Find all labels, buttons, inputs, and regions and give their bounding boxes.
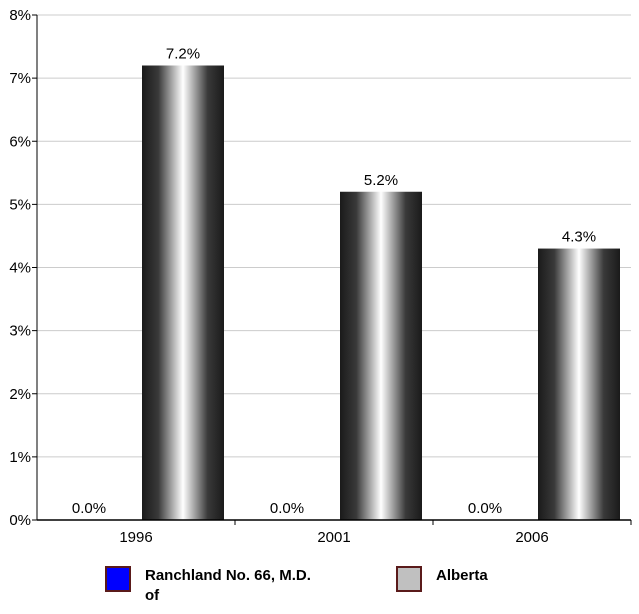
y-tick-label: 3% — [9, 323, 31, 340]
bar-chart: 0% 1% 2% 3% 4% 5% 6% 7% 8% 1996 0.0% 7.2% 2001 0.0% 5.… — [9, 7, 632, 546]
y-tick-label: 0% — [9, 512, 31, 529]
bar — [142, 65, 224, 520]
axes — [32, 14, 632, 525]
legend-label-alberta: Alberta — [436, 567, 488, 584]
y-tick-label: 8% — [9, 7, 31, 24]
legend-item-ranchland: Ranchland No. 66, M.D. of — [105, 566, 315, 606]
data-label: 4.3% — [562, 229, 596, 246]
gridlines — [37, 14, 631, 458]
x-tick-label: 1996 — [119, 529, 152, 546]
legend-swatch-ranchland — [105, 566, 131, 592]
legend: Ranchland No. 66, M.D. of Alberta — [0, 566, 639, 614]
data-label: 0.0% — [270, 500, 304, 517]
y-tick-label: 7% — [9, 70, 31, 87]
y-tick-label: 1% — [9, 449, 31, 466]
x-tick-label: 2006 — [515, 529, 548, 546]
legend-label-ranchland: Ranchland No. 66, M.D. of — [145, 567, 311, 604]
y-tick-label: 5% — [9, 196, 31, 213]
y-tick-label: 4% — [9, 260, 31, 277]
legend-swatch-alberta — [396, 566, 422, 592]
labels: 0% 1% 2% 3% 4% 5% 6% 7% 8% 1996 0.0% 7.2% 2001 0.0% 5.… — [9, 7, 596, 546]
data-label: 5.2% — [364, 172, 398, 189]
data-label: 0.0% — [72, 500, 106, 517]
bar — [340, 191, 422, 520]
data-label: 7.2% — [166, 46, 200, 63]
x-tick-label: 2001 — [317, 529, 350, 546]
bar — [538, 248, 620, 520]
y-tick-label: 2% — [9, 386, 31, 403]
y-tick-label: 6% — [9, 133, 31, 150]
legend-item-alberta: Alberta — [396, 566, 606, 592]
bars — [142, 65, 620, 520]
data-label: 0.0% — [468, 500, 502, 517]
